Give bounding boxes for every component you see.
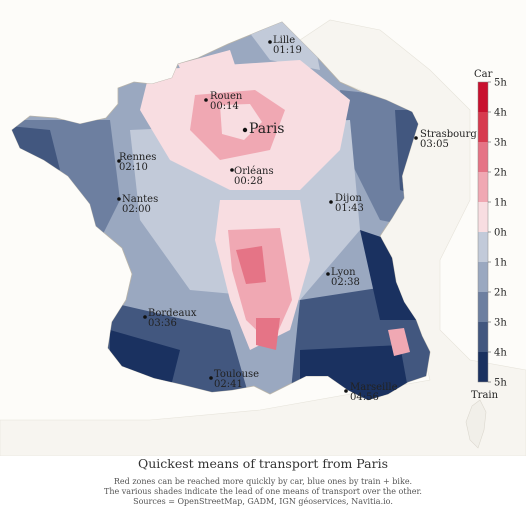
- legend-tick-label: 4h: [494, 348, 507, 359]
- city-name: Strasbourg: [420, 129, 477, 140]
- city-rennes[interactable]: Rennes 02:10: [117, 152, 156, 173]
- legend-bin-train: [478, 232, 488, 262]
- city-dot: [209, 376, 213, 380]
- legend-bin-car: [478, 82, 488, 112]
- city-dot: [204, 98, 208, 102]
- legend-tick-label: 2h: [494, 168, 507, 179]
- city-time: 03:36: [148, 318, 177, 329]
- city-name: Lyon: [331, 267, 356, 278]
- legend-tick-label: 2h: [494, 288, 507, 299]
- zone-alps-pink: [388, 328, 410, 356]
- city-dot: [117, 197, 121, 201]
- city-dot: [414, 136, 418, 140]
- city-name: Paris: [249, 121, 285, 137]
- city-dot: [268, 40, 272, 44]
- city-time: 04:56: [350, 392, 379, 403]
- caption-line: The various shades indicate the lead of …: [104, 487, 422, 496]
- car-zone-paris-inner: [220, 104, 262, 140]
- city-strasbourg[interactable]: Strasbourg 03:05: [414, 129, 477, 150]
- legend-tick-label: 4h: [494, 108, 507, 119]
- city-time: 02:10: [119, 162, 148, 173]
- legend-bin-train: [478, 352, 488, 382]
- city-name: Lille: [273, 35, 295, 46]
- legend-bin-car: [478, 202, 488, 232]
- city-paris[interactable]: Paris: [242, 121, 285, 137]
- city-markers: Lille 01:19 Rouen 00:14 Paris Strasbourg…: [117, 35, 477, 403]
- legend-tick-label: 3h: [494, 138, 507, 149]
- corsica-island: [465, 399, 487, 449]
- city-dot: [344, 389, 348, 393]
- isochrone-zones: [12, 22, 430, 400]
- city-name: Rouen: [210, 91, 243, 102]
- city-lyon[interactable]: Lyon 02:38: [326, 267, 360, 288]
- france-map: Lille 01:19 Rouen 00:14 Paris Strasbourg…: [0, 19, 526, 456]
- city-name: Orléans: [234, 166, 274, 177]
- city-marseille[interactable]: Marseille 04:56: [344, 382, 398, 403]
- legend-ticks: 5h 4h 3h 2h 1h 0h 1h 2h 3h 4h 5h: [488, 78, 507, 389]
- city-time: 03:05: [420, 139, 449, 150]
- car-zone-north-west: [178, 50, 240, 90]
- city-dot: [117, 159, 121, 163]
- city-time: 01:19: [273, 45, 302, 56]
- legend-tick-label: 5h: [494, 78, 507, 89]
- city-bordeaux[interactable]: Bordeaux 03:36: [143, 308, 197, 329]
- city-time: 00:28: [234, 176, 263, 187]
- map-title: Quickest means of transport from Paris: [137, 456, 388, 471]
- legend-bin-car: [478, 112, 488, 142]
- legend-bottom-label: Train: [471, 390, 499, 401]
- city-name: Toulouse: [214, 369, 259, 380]
- caption: Quickest means of transport from Paris R…: [0, 456, 526, 507]
- legend-top-label: Car: [474, 69, 493, 80]
- caption-line: Red zones can be reached more quickly by…: [113, 477, 413, 486]
- car-zone-massif-south: [256, 318, 280, 350]
- legend-bin-train: [478, 292, 488, 322]
- legend-tick-label: 1h: [494, 198, 507, 209]
- city-dijon[interactable]: Dijon 01:43: [329, 193, 364, 214]
- city-time: 01:43: [335, 203, 364, 214]
- city-name: Dijon: [335, 193, 362, 204]
- legend-tick-label: 1h: [494, 258, 507, 269]
- car-zone-massif-core: [236, 246, 266, 284]
- legend-bin-car: [478, 142, 488, 172]
- city-dot: [326, 272, 330, 276]
- city-name: Bordeaux: [148, 308, 197, 319]
- city-toulouse[interactable]: Toulouse 02:41: [209, 369, 259, 390]
- city-time: 02:38: [331, 277, 360, 288]
- city-dot: [230, 168, 234, 172]
- legend-bin-train: [478, 322, 488, 352]
- legend-tick-label: 5h: [494, 378, 507, 389]
- legend-tick-label: 0h: [494, 228, 507, 239]
- legend-bin-car: [478, 172, 488, 202]
- city-name: Nantes: [122, 194, 158, 205]
- caption-line: Sources = OpenStreetMap, GADM, IGN géose…: [133, 497, 393, 506]
- city-nantes[interactable]: Nantes 02:00: [117, 194, 158, 215]
- city-time: 00:14: [210, 101, 239, 112]
- legend-bin-train: [478, 262, 488, 292]
- legend-colorbar: Car 5h 4h 3h 2h 1h 0h 1h 2h 3h 4h 5h Train: [471, 69, 507, 401]
- city-time: 02:41: [214, 379, 243, 390]
- car-zone-east-ribbon: [310, 100, 340, 140]
- city-name: Marseille: [350, 382, 398, 393]
- legend-tick-label: 3h: [494, 318, 507, 329]
- city-lille[interactable]: Lille 01:19: [268, 35, 302, 56]
- city-dot: [143, 315, 147, 319]
- city-orleans[interactable]: Orléans 00:28: [230, 166, 274, 187]
- city-name: Rennes: [119, 152, 156, 163]
- city-rouen[interactable]: Rouen 00:14: [204, 91, 243, 112]
- city-time: 02:00: [122, 204, 151, 215]
- zone-brittany-tip: [12, 125, 60, 170]
- city-dot: [242, 127, 248, 133]
- city-dot: [329, 200, 333, 204]
- legend-bins: [478, 82, 488, 382]
